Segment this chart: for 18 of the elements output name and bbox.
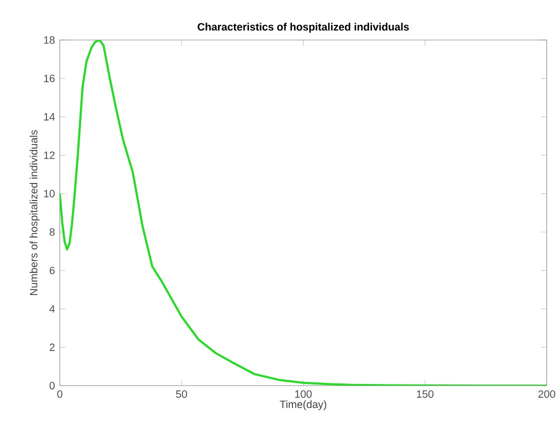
y-tick-label: 10 [44,190,55,198]
y-tick-label: 4 [49,304,55,312]
y-tick-label: 8 [50,228,55,236]
x-tick-label: 150 [416,390,434,398]
y-tick-label: 6 [50,266,55,274]
y-axis-title: Numbers of hospitalized individuals [30,130,40,295]
x-tick-label: 100 [295,390,312,398]
x-tick-label: 50 [176,390,188,398]
y-tick-label: 0 [50,382,55,390]
x-tick-label: 200 [538,390,556,398]
chart-title: Characteristics of hospitalized individuals [198,22,409,32]
y-tick-label: 18 [44,36,55,44]
y-tick-label: 12 [44,151,55,159]
y-tick-label: 16 [44,74,55,82]
x-axis-title: Time(day) [280,400,326,410]
y-tick-label: 2 [50,343,55,351]
y-tick-label: 14 [44,112,55,120]
x-tick-label: 0 [57,390,62,398]
